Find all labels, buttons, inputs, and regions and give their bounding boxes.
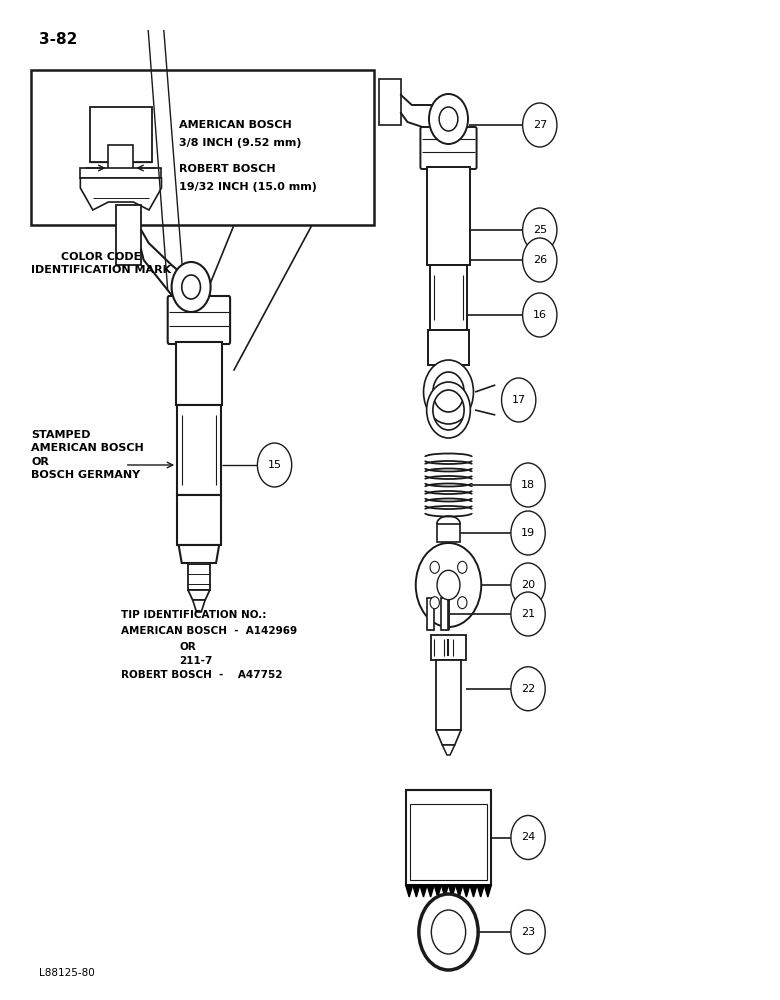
Text: 26: 26 xyxy=(533,255,547,265)
Bar xyxy=(177,405,221,495)
FancyBboxPatch shape xyxy=(420,127,477,169)
Text: OR: OR xyxy=(179,642,196,652)
Polygon shape xyxy=(179,545,219,563)
Bar xyxy=(406,790,491,885)
Text: 15: 15 xyxy=(268,460,282,470)
Polygon shape xyxy=(188,590,210,600)
Text: 25: 25 xyxy=(533,225,547,235)
Bar xyxy=(108,145,133,178)
Bar xyxy=(436,660,461,730)
Text: ROBERT BOSCH  -    A47752: ROBERT BOSCH - A47752 xyxy=(121,670,282,680)
Polygon shape xyxy=(441,885,448,897)
Text: 19: 19 xyxy=(521,528,535,538)
Polygon shape xyxy=(436,730,461,745)
Polygon shape xyxy=(442,745,455,755)
Circle shape xyxy=(511,667,545,711)
Circle shape xyxy=(511,816,545,859)
Text: L88125-80: L88125-80 xyxy=(39,968,94,978)
Text: AMERICAN BOSCH  -  A142969: AMERICAN BOSCH - A142969 xyxy=(121,626,297,636)
Polygon shape xyxy=(427,885,434,897)
Bar xyxy=(430,265,467,330)
Circle shape xyxy=(511,563,545,607)
Text: 23: 23 xyxy=(521,927,535,937)
Circle shape xyxy=(257,443,292,487)
Text: AMERICAN BOSCH: AMERICAN BOSCH xyxy=(179,120,292,130)
Bar xyxy=(188,563,210,590)
Bar xyxy=(441,598,448,630)
Bar xyxy=(31,70,374,225)
Circle shape xyxy=(430,597,439,609)
Polygon shape xyxy=(484,885,491,897)
Polygon shape xyxy=(80,178,161,210)
Polygon shape xyxy=(406,885,413,897)
Bar xyxy=(379,79,401,125)
Bar xyxy=(410,804,487,880)
Bar xyxy=(427,167,470,265)
Text: TIP IDENTIFICATION NO.:: TIP IDENTIFICATION NO.: xyxy=(121,610,266,620)
Polygon shape xyxy=(470,885,477,897)
Bar xyxy=(437,524,460,542)
Bar xyxy=(116,205,141,265)
Bar xyxy=(431,635,466,660)
Polygon shape xyxy=(477,885,484,897)
Circle shape xyxy=(511,592,545,636)
Circle shape xyxy=(437,570,460,600)
Circle shape xyxy=(511,511,545,555)
Polygon shape xyxy=(193,600,205,612)
Bar xyxy=(427,598,434,630)
Circle shape xyxy=(439,107,458,131)
Text: STAMPED
AMERICAN BOSCH
OR
BOSCH GERMANY: STAMPED AMERICAN BOSCH OR BOSCH GERMANY xyxy=(31,430,144,480)
Bar xyxy=(428,330,469,365)
Polygon shape xyxy=(456,885,463,897)
Text: 18: 18 xyxy=(521,480,535,490)
Polygon shape xyxy=(463,885,470,897)
Text: 21: 21 xyxy=(521,609,535,619)
Text: 3/8 INCH (9.52 mm): 3/8 INCH (9.52 mm) xyxy=(179,138,302,148)
Circle shape xyxy=(502,378,536,422)
Circle shape xyxy=(511,910,545,954)
Text: 19/32 INCH (15.0 mm): 19/32 INCH (15.0 mm) xyxy=(179,182,317,192)
Circle shape xyxy=(523,103,557,147)
Text: 22: 22 xyxy=(521,684,535,694)
Circle shape xyxy=(429,94,468,144)
Polygon shape xyxy=(434,885,441,897)
Circle shape xyxy=(172,262,211,312)
Text: 20: 20 xyxy=(521,580,535,590)
Circle shape xyxy=(458,561,467,573)
Text: ROBERT BOSCH: ROBERT BOSCH xyxy=(179,164,276,174)
Text: COLOR CODE
IDENTIFICATION MARK: COLOR CODE IDENTIFICATION MARK xyxy=(31,252,172,275)
Circle shape xyxy=(523,238,557,282)
Polygon shape xyxy=(420,885,427,897)
Circle shape xyxy=(416,543,481,627)
Bar xyxy=(90,107,152,162)
Circle shape xyxy=(419,894,478,970)
Polygon shape xyxy=(448,885,456,897)
Text: 3-82: 3-82 xyxy=(39,32,77,47)
Circle shape xyxy=(458,597,467,609)
FancyBboxPatch shape xyxy=(168,296,230,344)
Text: 211-7: 211-7 xyxy=(179,656,213,666)
Bar xyxy=(176,342,222,405)
Circle shape xyxy=(431,910,466,954)
Circle shape xyxy=(430,561,439,573)
Text: 17: 17 xyxy=(512,395,526,405)
Bar xyxy=(177,495,221,545)
Polygon shape xyxy=(413,885,420,897)
Bar xyxy=(80,168,161,178)
Text: 27: 27 xyxy=(533,120,547,130)
Circle shape xyxy=(523,208,557,252)
Text: 24: 24 xyxy=(521,832,535,842)
Circle shape xyxy=(182,275,200,299)
Circle shape xyxy=(511,463,545,507)
Text: 16: 16 xyxy=(533,310,547,320)
Circle shape xyxy=(523,293,557,337)
